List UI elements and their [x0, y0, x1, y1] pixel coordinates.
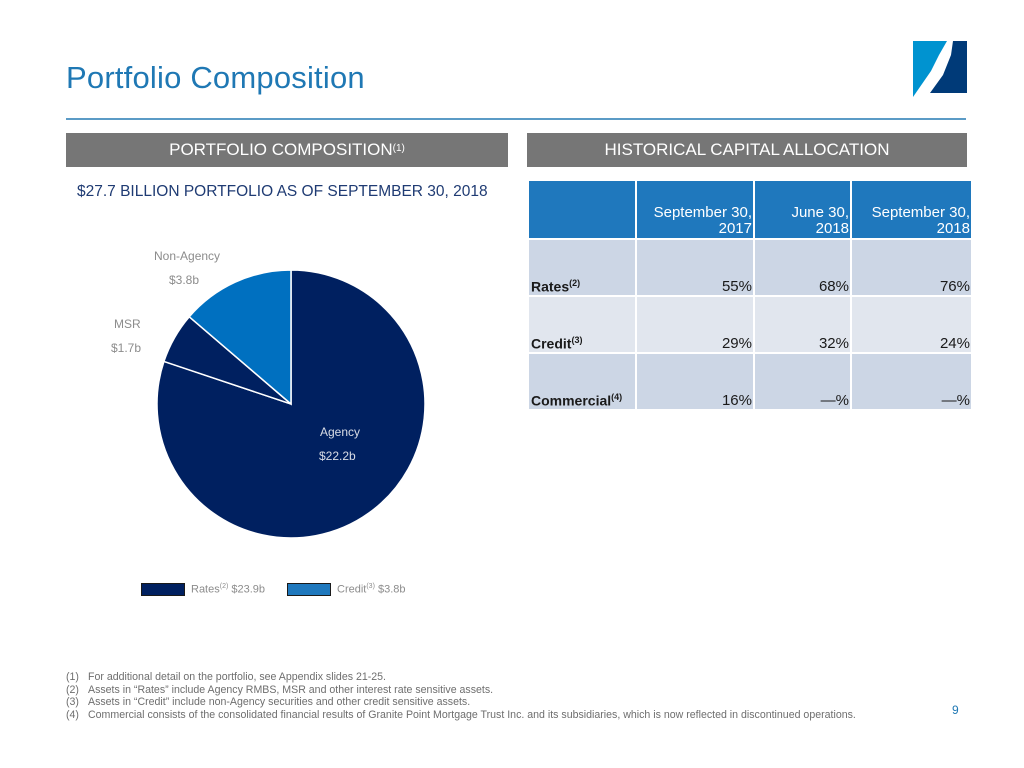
pie-slice-non-agency — [188, 269, 292, 406]
footnotes: (1) For additional detail on the portfoli… — [66, 671, 856, 722]
banner-text: PORTFOLIO COMPOSITION — [169, 140, 393, 159]
title-divider — [66, 118, 966, 120]
capital-allocation-table: September 30, 2017 June 30, 2018 September… — [527, 179, 973, 411]
footnote-1: (1) For additional detail on the portfoli… — [66, 671, 386, 683]
logo-dark-shape — [930, 41, 967, 93]
cell-value: 16% — [635, 352, 755, 411]
legend-footnote-ref: (2) — [219, 582, 229, 590]
footnote-3: (3) Assets in “Credit” include non-Agency… — [66, 696, 471, 709]
cell-value: —% — [850, 352, 973, 411]
legend-label: Rates — [191, 583, 220, 596]
legend-label: Credit — [337, 583, 367, 596]
slide-title: Portfolio Composition — [66, 60, 365, 95]
row-label: Credit(3) — [527, 295, 637, 354]
table-row-rates: Rates(2) 55% 68% 76% — [527, 238, 973, 297]
header-cell-sep-2018: September 30, 2018 — [850, 179, 973, 240]
slice-label-msr: MSR — [114, 317, 141, 331]
portfolio-subheading: $27.7 BILLION PORTFOLIO AS OF SEPTEMBER … — [77, 183, 488, 200]
pie-chart: Non-Agency $3.8b MSR $1.7b Agency $22.2b — [100, 240, 460, 560]
banner-text: HISTORICAL CAPITAL ALLOCATION — [604, 140, 890, 159]
header-cell-jun-2018: June 30, 2018 — [753, 179, 852, 240]
legend-footnote-ref: (3) — [366, 582, 375, 590]
footnote-2: (2) Assets in “Rates” include Agency RMBS… — [66, 683, 494, 696]
table-row-commercial: Commercial(4) 16% —% —% — [527, 352, 973, 411]
slice-label-non-agency: Non-Agency — [154, 249, 221, 263]
cell-value: 76% — [850, 238, 973, 297]
legend-item-credit: Credit(3) $3.8b — [287, 581, 406, 597]
legend-swatch-rates — [141, 582, 185, 596]
logo-light-shape — [913, 41, 947, 97]
header-cell-sep-2017: September 30, 2017 — [635, 179, 755, 240]
cell-value: 32% — [753, 295, 852, 354]
historical-capital-allocation-banner: HISTORICAL CAPITAL ALLOCATION — [527, 133, 967, 167]
banner-footnote-ref: (1) — [392, 142, 405, 154]
cell-value: 55% — [635, 238, 755, 297]
legend-swatch-credit — [287, 582, 331, 596]
table-header-row: September 30, 2017 June 30, 2018 September… — [527, 179, 973, 240]
row-label: Commercial(4) — [527, 352, 637, 411]
legend-value: $23.9b — [231, 583, 266, 596]
portfolio-composition-banner: PORTFOLIO COMPOSITION (1) — [66, 133, 508, 167]
slice-value-msr: $1.7b — [111, 341, 142, 355]
cell-value: 29% — [635, 295, 755, 354]
slice-label-agency: Agency — [320, 425, 361, 439]
row-label: Rates(2) — [527, 238, 637, 297]
cell-value: —% — [753, 352, 852, 411]
legend-item-rates: Rates(2) $23.9b — [141, 581, 265, 597]
cell-value: 68% — [753, 238, 852, 297]
table-row-credit: Credit(3) 29% 32% 24% — [527, 295, 973, 354]
header-cell-empty — [527, 179, 637, 240]
legend-value: $3.8b — [377, 583, 406, 596]
footnote-4: (4) Commercial consists of the consolidat… — [66, 709, 856, 722]
cell-value: 24% — [850, 295, 973, 354]
company-logo — [913, 41, 967, 97]
page-number: 9 — [952, 703, 959, 717]
slice-value-non-agency: $3.8b — [169, 273, 200, 287]
slice-value-agency: $22.2b — [319, 449, 356, 463]
pie-svg — [156, 269, 426, 539]
